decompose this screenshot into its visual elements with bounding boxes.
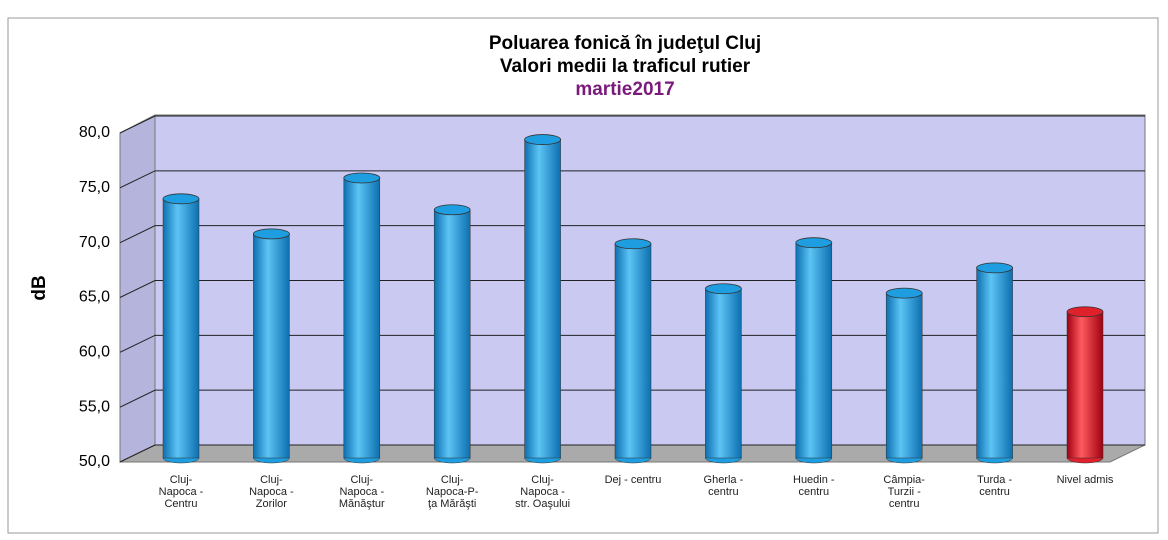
chart-title: Poluarea fonică în judeţul Cluj bbox=[489, 33, 761, 54]
y-tick-label: 70,0 bbox=[79, 234, 110, 251]
bar-cap bbox=[976, 262, 1013, 274]
bar bbox=[614, 243, 652, 459]
x-tick-label: Câmpia- Turzii - centru bbox=[883, 474, 925, 510]
bar-cap bbox=[614, 238, 652, 250]
x-tick-label: Gherla - centru bbox=[703, 474, 744, 498]
bar-cap bbox=[1066, 306, 1104, 318]
x-tick-label: Cluj- Napoca - str. Oaşului bbox=[515, 474, 571, 510]
grid-line bbox=[119, 170, 1145, 189]
bar-cap bbox=[252, 228, 290, 240]
bar bbox=[524, 139, 561, 459]
y-tick-label: 55,0 bbox=[79, 398, 110, 415]
grid-line bbox=[119, 115, 1145, 134]
x-tick-label: Huedin - centru bbox=[793, 474, 835, 498]
bar bbox=[976, 267, 1013, 459]
y-axis-title: dB bbox=[29, 275, 50, 300]
y-tick-label: 75,0 bbox=[79, 179, 110, 196]
bar-cap bbox=[162, 193, 200, 205]
frame bbox=[7, 17, 1159, 534]
bar bbox=[253, 233, 290, 459]
bar bbox=[433, 209, 471, 459]
x-tick-label: Cluj- Napoca - Centru bbox=[158, 474, 204, 510]
bar-cap bbox=[343, 172, 381, 184]
bar-cap bbox=[705, 283, 742, 295]
y-tick-label: 60,0 bbox=[79, 344, 110, 361]
bar bbox=[705, 288, 742, 459]
x-tick-label: Turda - centru bbox=[977, 474, 1013, 498]
bar bbox=[795, 242, 833, 459]
x-tick-label: Cluj- Napoca - Zorilor bbox=[249, 474, 294, 510]
bar bbox=[1066, 311, 1104, 459]
x-tick-label: Cluj- Napoca - Mănăştur bbox=[338, 474, 385, 510]
x-tick-label: Cluj- Napoca-P- ţa Mărăşti bbox=[425, 474, 479, 510]
y-tick-label: 50,0 bbox=[79, 453, 110, 470]
bar-cap bbox=[524, 134, 561, 145]
bar-cap bbox=[795, 237, 833, 249]
grid-line bbox=[119, 225, 1145, 244]
bar bbox=[162, 198, 200, 459]
y-tick-label: 65,0 bbox=[79, 289, 110, 306]
bar-cap bbox=[885, 287, 923, 299]
bar bbox=[885, 292, 923, 459]
x-tick-label: Nivel admis bbox=[1056, 474, 1114, 486]
y-tick-label: 80,0 bbox=[79, 124, 110, 141]
chart-period: martie2017 bbox=[575, 79, 674, 100]
chart-subtitle: Valori medii la traficul rutier bbox=[500, 56, 751, 77]
bar-cap bbox=[433, 204, 471, 216]
x-tick-label: Dej - centru bbox=[604, 474, 662, 486]
bar bbox=[343, 177, 381, 459]
